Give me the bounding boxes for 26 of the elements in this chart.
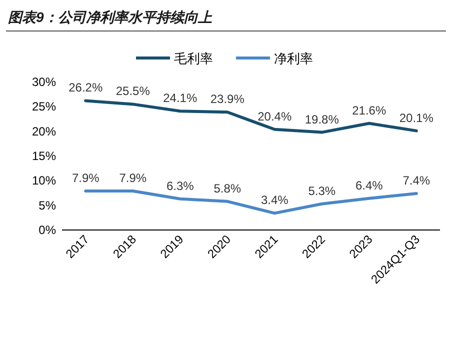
- y-tick-label: 25%: [32, 100, 56, 114]
- data-label: 20.4%: [258, 109, 292, 124]
- data-label: 5.3%: [308, 184, 336, 198]
- data-label: 3.4%: [260, 193, 289, 208]
- data-label: 25.5%: [116, 84, 150, 98]
- legend-label: 毛利率: [174, 51, 213, 66]
- data-label: 21.6%: [352, 103, 386, 118]
- data-label: 23.9%: [210, 92, 245, 106]
- y-tick-label: 10%: [32, 174, 56, 188]
- data-label: 5.8%: [214, 181, 242, 196]
- data-label: 6.3%: [166, 178, 194, 193]
- data-label: 7.4%: [402, 173, 430, 188]
- y-tick-label: 30%: [32, 75, 56, 89]
- legend-label: 净利率: [274, 51, 313, 66]
- data-label: 24.1%: [163, 91, 198, 106]
- y-tick-label: 5%: [38, 198, 56, 212]
- data-label: 7.9%: [119, 171, 147, 186]
- y-tick-label: 20%: [32, 124, 56, 138]
- data-label: 26.2%: [68, 80, 103, 95]
- data-label: 20.1%: [399, 110, 434, 125]
- y-tick-label: 15%: [32, 149, 56, 163]
- chart-title: 图表9：公司净利率水平持续向上: [8, 9, 213, 25]
- data-label: 7.9%: [72, 171, 100, 186]
- data-label: 6.4%: [355, 178, 384, 192]
- data-label: 19.8%: [304, 112, 340, 126]
- y-tick-label: 0%: [38, 223, 56, 237]
